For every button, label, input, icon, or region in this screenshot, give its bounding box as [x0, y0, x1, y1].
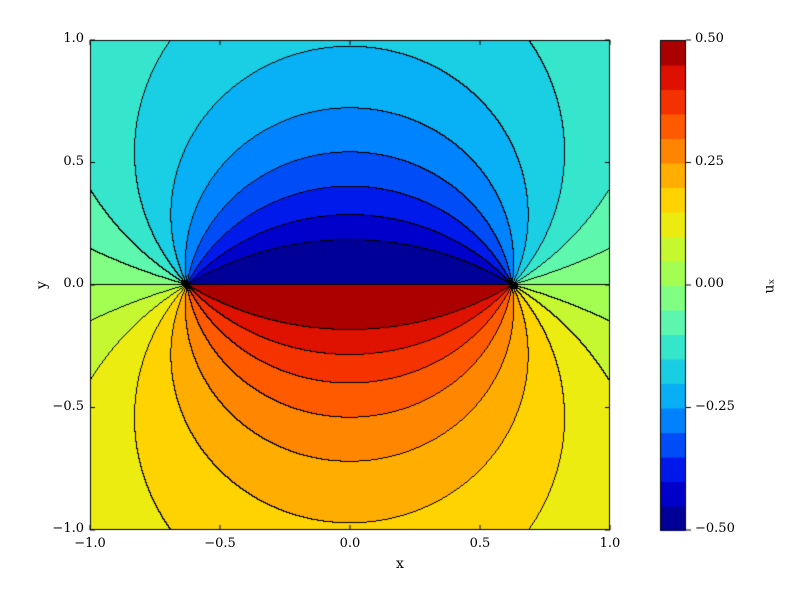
ytick-label: 1.0 — [63, 31, 84, 46]
ytick-label: 0.0 — [63, 276, 84, 291]
colorbar-tick-label: 0.00 — [695, 276, 724, 291]
colorbar-tick-label: −0.25 — [695, 399, 735, 414]
colorbar-label: uₓ — [761, 279, 777, 294]
xtick-label: −1.0 — [70, 536, 110, 551]
xtick-label: −0.5 — [200, 536, 240, 551]
figure: { "figure": { "width_px": 800, "height_p… — [0, 0, 800, 600]
xtick-label: 0.0 — [330, 536, 370, 551]
xlabel: x — [0, 556, 800, 572]
colorbar-tick-label: 0.50 — [695, 31, 724, 46]
colorbar-tick-label: 0.25 — [695, 154, 724, 169]
colorbar-tick-label: −0.50 — [695, 521, 735, 536]
xtick-label: 0.5 — [460, 536, 500, 551]
ytick-label: 0.5 — [63, 154, 84, 169]
xtick-label: 1.0 — [590, 536, 630, 551]
ylabel: y — [34, 281, 50, 289]
colorbar-canvas — [0, 0, 800, 600]
ytick-label: −1.0 — [52, 521, 84, 536]
ytick-label: −0.5 — [52, 399, 84, 414]
